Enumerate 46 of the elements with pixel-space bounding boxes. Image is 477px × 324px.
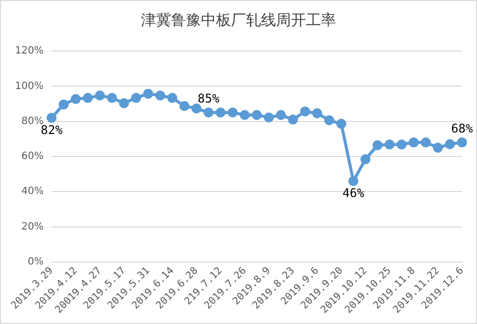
point xyxy=(324,115,334,126)
y-tick-label: 120% xyxy=(14,46,44,57)
point xyxy=(348,176,358,186)
point xyxy=(420,137,431,148)
data-label: 85% xyxy=(198,92,220,106)
point xyxy=(94,90,105,100)
point xyxy=(360,154,370,164)
point xyxy=(264,112,274,122)
point xyxy=(106,92,117,103)
point xyxy=(179,101,190,112)
data-label: 82% xyxy=(40,122,64,137)
point xyxy=(408,137,419,148)
point xyxy=(336,118,346,129)
y-tick-label: 60% xyxy=(21,151,44,162)
point xyxy=(444,139,455,150)
point xyxy=(300,106,310,116)
point xyxy=(46,112,57,123)
point xyxy=(457,137,467,148)
y-tick-label: 40% xyxy=(21,186,44,198)
point xyxy=(143,88,154,99)
point xyxy=(167,92,178,103)
data-label: 46% xyxy=(342,186,365,200)
point xyxy=(216,108,226,118)
point xyxy=(384,140,395,150)
point xyxy=(276,110,286,120)
point xyxy=(288,114,298,125)
point xyxy=(131,92,142,103)
point xyxy=(155,90,166,100)
point xyxy=(228,108,238,118)
point xyxy=(432,142,443,153)
point xyxy=(70,94,81,104)
chart-title: 津冀鲁豫中板厂轧线周开工率 xyxy=(140,10,337,31)
point xyxy=(252,110,262,120)
point xyxy=(312,108,322,118)
y-tick-label: 20% xyxy=(21,221,44,232)
point xyxy=(58,99,69,110)
point xyxy=(372,140,383,150)
data-label: 68% xyxy=(451,122,474,136)
point xyxy=(204,108,214,118)
y-tick-label: 100% xyxy=(14,80,44,92)
point xyxy=(82,92,93,103)
y-tick-label: 0% xyxy=(28,256,44,268)
point xyxy=(191,103,202,114)
point xyxy=(119,98,130,108)
point xyxy=(240,110,250,120)
point xyxy=(396,140,407,150)
